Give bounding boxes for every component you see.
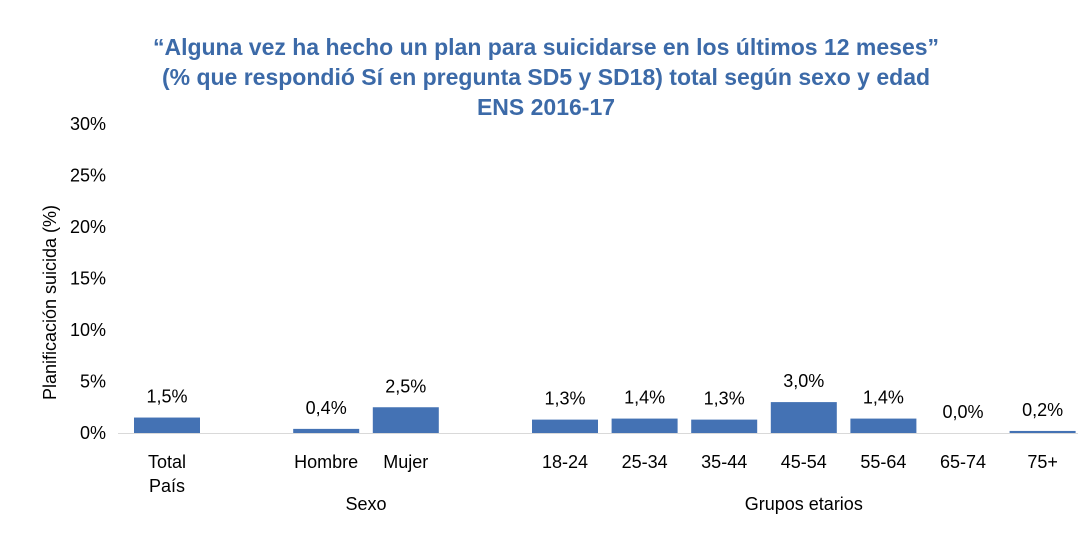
category-label: 65-74	[940, 452, 986, 472]
category-label: 35-44	[701, 452, 747, 472]
y-tick-label: 5%	[80, 372, 106, 392]
data-label: 0,4%	[306, 398, 347, 418]
y-tick-label: 20%	[70, 217, 106, 237]
category-label: País	[149, 476, 185, 496]
category-label: 25-34	[622, 452, 668, 472]
bar	[770, 402, 837, 433]
bar	[691, 419, 758, 433]
group-label: Sexo	[345, 494, 386, 514]
category-label: 75+	[1027, 452, 1058, 472]
category-label: 55-64	[860, 452, 906, 472]
y-tick-label: 15%	[70, 269, 106, 289]
data-label: 3,0%	[783, 371, 824, 391]
y-tick-label: 25%	[70, 166, 106, 186]
chart-title: “Alguna vez ha hecho un plan para suicid…	[0, 32, 1092, 122]
y-tick-label: 0%	[80, 423, 106, 443]
category-label: Total	[148, 452, 186, 472]
data-label: 0,0%	[942, 402, 983, 422]
data-label: 1,5%	[146, 387, 187, 407]
data-label: 2,5%	[385, 376, 426, 396]
data-label: 1,4%	[863, 388, 904, 408]
category-label: 45-54	[781, 452, 827, 472]
data-label: 1,4%	[624, 388, 665, 408]
title-line-3: ENS 2016-17	[476, 94, 616, 120]
data-label: 1,3%	[704, 389, 745, 409]
title-line-1: “Alguna vez ha hecho un plan para suicid…	[152, 34, 940, 60]
bar	[134, 417, 200, 433]
title-line-2: (% que respondió Sí en pregunta SD5 y SD…	[161, 64, 931, 90]
group-label: Grupos etarios	[745, 494, 863, 514]
y-tick-label: 10%	[70, 320, 106, 340]
category-label: Mujer	[383, 452, 428, 472]
data-label: 1,3%	[544, 389, 585, 409]
data-label: 0,2%	[1022, 400, 1063, 420]
y-tick-label: 30%	[70, 114, 106, 134]
y-axis-label: Planificación suicida (%)	[40, 205, 60, 400]
bar	[611, 418, 678, 433]
bar	[293, 428, 360, 433]
bar	[372, 407, 439, 433]
bar	[1009, 430, 1076, 433]
bar	[850, 418, 917, 433]
bar	[532, 419, 598, 433]
category-label: 18-24	[542, 452, 588, 472]
category-label: Hombre	[294, 452, 358, 472]
